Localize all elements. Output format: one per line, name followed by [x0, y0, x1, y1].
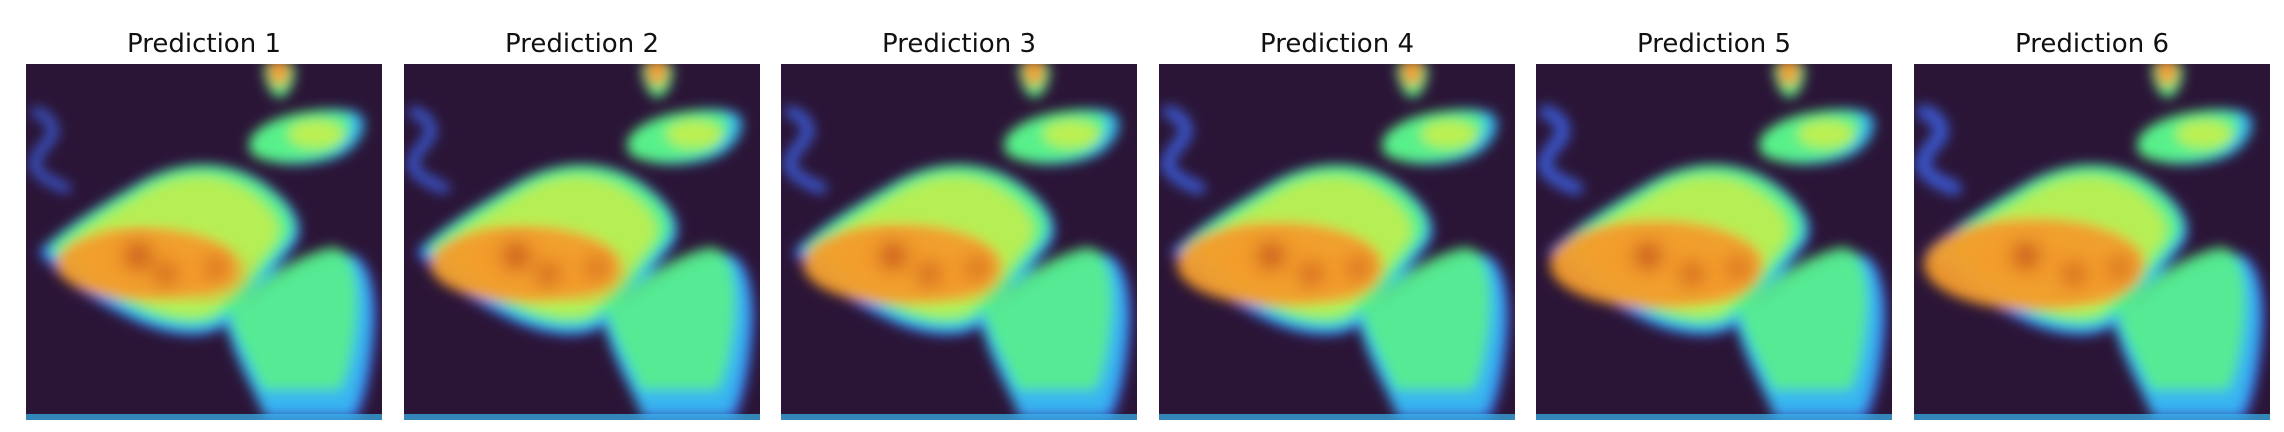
- heatmap-image: [1914, 64, 2270, 420]
- panel-title: Prediction 3: [882, 29, 1036, 59]
- heatmap-svg: [1536, 64, 1892, 420]
- panel-title: Prediction 5: [1637, 29, 1791, 59]
- panel-prediction-2: Prediction 2: [404, 0, 760, 432]
- heatmap-image: [404, 64, 760, 420]
- heatmap-image: [781, 64, 1137, 420]
- panel-prediction-5: Prediction 5: [1536, 0, 1892, 432]
- panel-prediction-4: Prediction 4: [1159, 0, 1515, 432]
- heatmap-image: [1159, 64, 1515, 420]
- heatmap-svg: [26, 64, 382, 420]
- heatmap-svg: [404, 64, 760, 420]
- panel-prediction-6: Prediction 6: [1914, 0, 2270, 432]
- heatmap-svg: [1159, 64, 1515, 420]
- panel-title: Prediction 6: [2015, 29, 2169, 59]
- panel-title: Prediction 4: [1260, 29, 1414, 59]
- panel-prediction-1: Prediction 1: [26, 0, 382, 432]
- heatmap-svg: [781, 64, 1137, 420]
- panel-prediction-3: Prediction 3: [781, 0, 1137, 432]
- heatmap-image: [1536, 64, 1892, 420]
- panel-title: Prediction 1: [127, 29, 281, 59]
- heatmap-image: [26, 64, 382, 420]
- heatmap-svg: [1914, 64, 2270, 420]
- panel-title: Prediction 2: [505, 29, 659, 59]
